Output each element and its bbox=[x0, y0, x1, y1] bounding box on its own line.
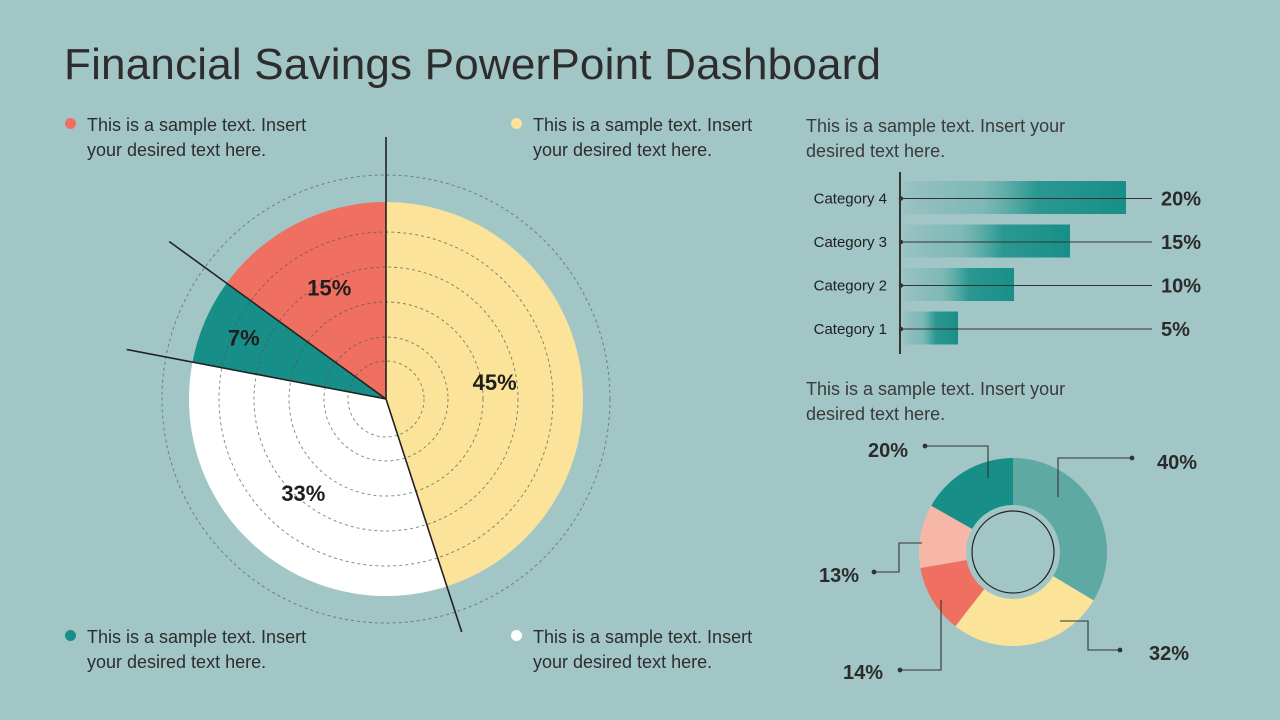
donut-callout-line bbox=[874, 542, 922, 573]
donut-segment bbox=[1013, 458, 1107, 601]
pie-slice-label: 7% bbox=[228, 325, 260, 350]
donut-callout-line bbox=[900, 600, 942, 671]
donut-segment bbox=[920, 560, 985, 627]
inner-dashed-ring bbox=[253, 266, 519, 532]
legend-text: This is a sample text. Insert your desir… bbox=[87, 115, 307, 160]
donut-value-label: 40% bbox=[1157, 452, 1197, 474]
donut-segment bbox=[955, 576, 1094, 646]
inner-dashed-ring bbox=[347, 360, 425, 438]
donut-segment bbox=[931, 458, 1013, 529]
outer-dashed-ring bbox=[161, 174, 611, 624]
legend-text: This is a sample text. Insert your desir… bbox=[533, 115, 753, 160]
donut-callout-dot bbox=[871, 569, 877, 575]
pie-slice-label: 15% bbox=[307, 276, 351, 301]
inner-dashed-ring bbox=[323, 336, 449, 462]
category-label: Category 1 bbox=[814, 321, 887, 338]
slice-separator-line bbox=[126, 348, 387, 400]
white-dot-icon bbox=[511, 630, 522, 641]
bar-value-label: 20% bbox=[1161, 189, 1201, 211]
bar bbox=[902, 311, 958, 345]
donut-center-ring bbox=[971, 510, 1055, 594]
category-label: Category 2 bbox=[814, 278, 887, 295]
bar-section-text: This is a sample text. Insert your desir… bbox=[806, 116, 1066, 161]
donut-callout-dot bbox=[897, 667, 903, 673]
pie-slice bbox=[386, 202, 583, 587]
donut-value-label: 20% bbox=[868, 440, 908, 462]
donut-value-label: 13% bbox=[819, 565, 859, 587]
donut-callout-dot bbox=[922, 443, 928, 449]
red-dot-icon bbox=[65, 118, 76, 129]
donut-value-label: 32% bbox=[1149, 643, 1189, 665]
donut-segment bbox=[919, 505, 973, 569]
legend-text: This is a sample text. Insert your desir… bbox=[87, 627, 307, 672]
donut-callout-line bbox=[925, 445, 989, 478]
donut-value-label: 14% bbox=[843, 662, 883, 684]
yellow-dot-icon bbox=[511, 118, 522, 129]
slice-separator-line bbox=[168, 240, 387, 400]
teal-dot-icon bbox=[65, 630, 76, 641]
bar bbox=[902, 181, 1126, 214]
pie-slice bbox=[189, 362, 447, 596]
slice-separator-line bbox=[385, 398, 463, 633]
pie-slice bbox=[192, 283, 386, 399]
legend-text: This is a sample text. Insert your desir… bbox=[533, 627, 753, 672]
bar-leader-dot bbox=[898, 239, 904, 245]
pie-slice-label: 45% bbox=[473, 370, 517, 395]
donut-callout-dot bbox=[1117, 647, 1123, 653]
bar-value-label: 5% bbox=[1161, 319, 1190, 341]
page-title: Financial Savings PowerPoint Dashboard bbox=[64, 40, 882, 89]
donut-callout-line bbox=[1057, 457, 1132, 497]
pie-slice bbox=[226, 202, 386, 399]
bar-leader-dot bbox=[898, 283, 904, 288]
bar-value-label: 10% bbox=[1161, 276, 1201, 298]
category-label: Category 3 bbox=[814, 234, 887, 251]
donut-callout-dot bbox=[1129, 455, 1135, 461]
bar bbox=[902, 224, 1070, 258]
category-label: Category 4 bbox=[814, 191, 887, 208]
bar-value-label: 15% bbox=[1161, 232, 1201, 254]
bar bbox=[902, 268, 1014, 301]
donut-callout-line bbox=[1060, 620, 1120, 651]
bar-leader-dot bbox=[898, 326, 904, 332]
donut-hole bbox=[967, 506, 1059, 598]
donut-section-text: This is a sample text. Insert your desir… bbox=[806, 379, 1066, 424]
bar-leader-dot bbox=[898, 196, 904, 201]
pie-slice-label: 33% bbox=[281, 481, 325, 506]
